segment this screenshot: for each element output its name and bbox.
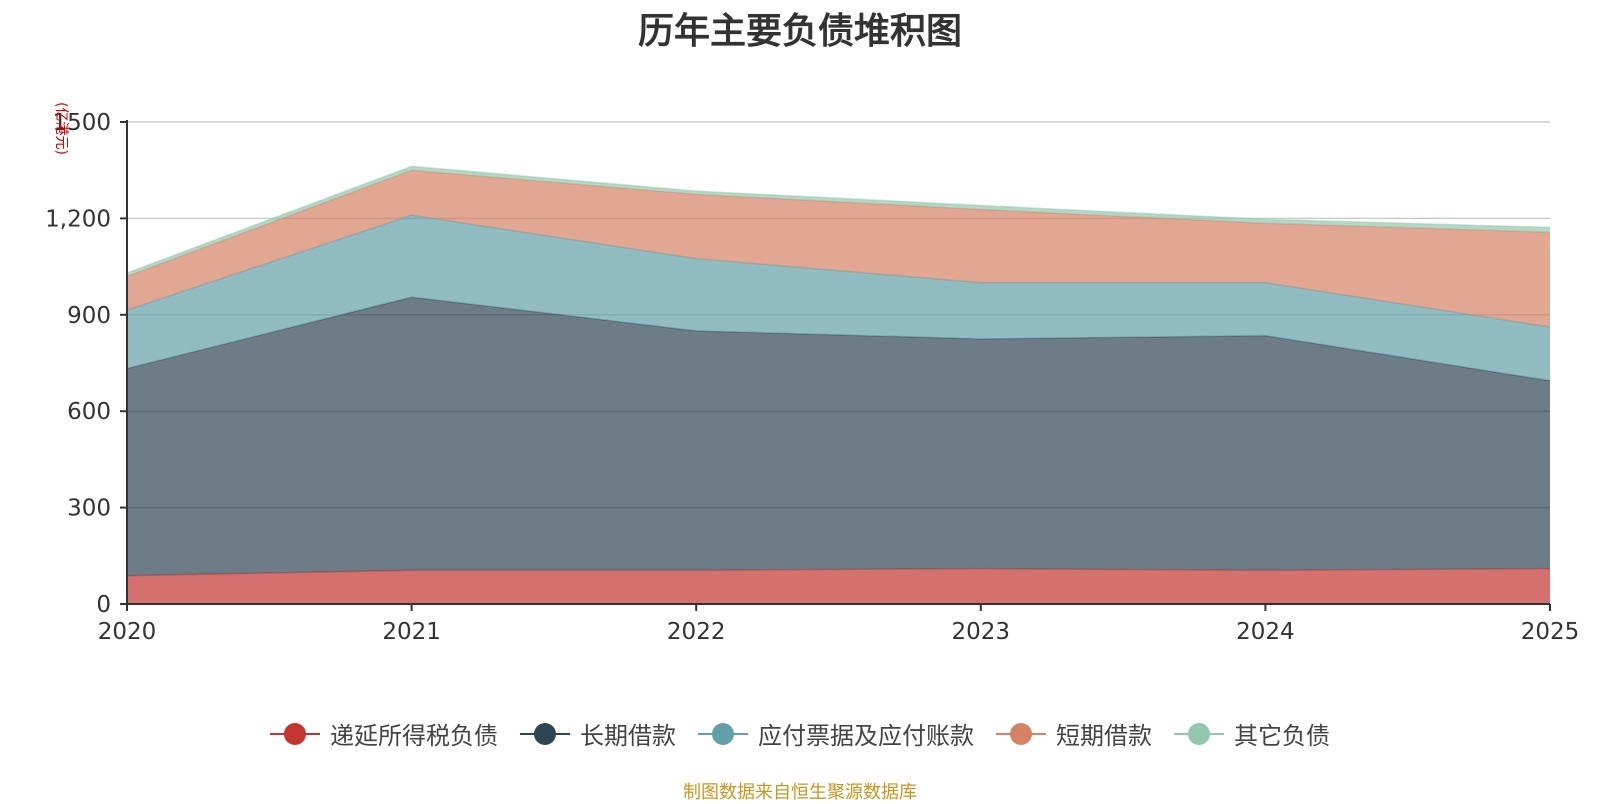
legend-marker-icon — [1174, 722, 1224, 746]
legend: 递延所得税负债 长期借款 应付票据及应付账款 短期借款 其它负债 — [0, 716, 1600, 751]
legend-marker-icon — [270, 722, 320, 746]
legend-label: 递延所得税负债 — [330, 722, 498, 750]
area-series-5[interactable] — [127, 166, 1550, 277]
source-note: 制图数据来自恒生聚源数据库 — [683, 782, 917, 803]
legend-label: 应付票据及应付账款 — [758, 722, 974, 750]
y-tick-label: 0 — [96, 592, 111, 618]
legend-label: 其它负债 — [1234, 722, 1330, 750]
y-tick-label: 1,200 — [45, 206, 111, 232]
area-series-2-line — [126, 296, 1551, 382]
x-tick-label: 2024 — [1236, 619, 1295, 645]
y-tick-label: 900 — [67, 303, 111, 329]
area-series-3-line — [126, 214, 1551, 328]
y-tick-label: 1500 — [52, 110, 111, 136]
x-tick-label: 2020 — [98, 619, 157, 645]
legend-marker-icon — [698, 722, 748, 746]
legend-item-1[interactable]: 递延所得税负债 — [270, 716, 498, 751]
axes: 0 300 600 900 1,200 1500 2020 2021 2022 2023 2024 2… — [45, 110, 1579, 645]
legend-label: 长期借款 — [580, 722, 676, 750]
area-series-2[interactable] — [127, 297, 1550, 576]
y-axis-unit-label: (亿港元) — [53, 102, 69, 155]
y-tick-label: 300 — [67, 496, 111, 522]
legend-marker-icon — [520, 722, 570, 746]
legend-label: 短期借款 — [1056, 722, 1152, 750]
legend-item-4[interactable]: 短期借款 — [996, 716, 1152, 751]
y-tick-label: 600 — [67, 399, 111, 425]
area-series-5-line — [126, 165, 1551, 274]
legend-item-5[interactable]: 其它负债 — [1174, 716, 1330, 751]
legend-marker-icon — [996, 722, 1046, 746]
area-series-4[interactable] — [127, 170, 1550, 328]
area-series-1[interactable] — [127, 568, 1550, 604]
x-tick-label: 2022 — [667, 619, 726, 645]
x-tick-label: 2025 — [1521, 619, 1580, 645]
x-tick-label: 2023 — [952, 619, 1011, 645]
area-series-3[interactable] — [127, 215, 1550, 381]
x-tick-label: 2021 — [382, 619, 441, 645]
area-series — [126, 165, 1551, 604]
legend-item-3[interactable]: 应付票据及应付账款 — [698, 716, 974, 751]
chart-title: 历年主要负债堆积图 — [637, 11, 962, 52]
legend-item-2[interactable]: 长期借款 — [520, 716, 676, 751]
